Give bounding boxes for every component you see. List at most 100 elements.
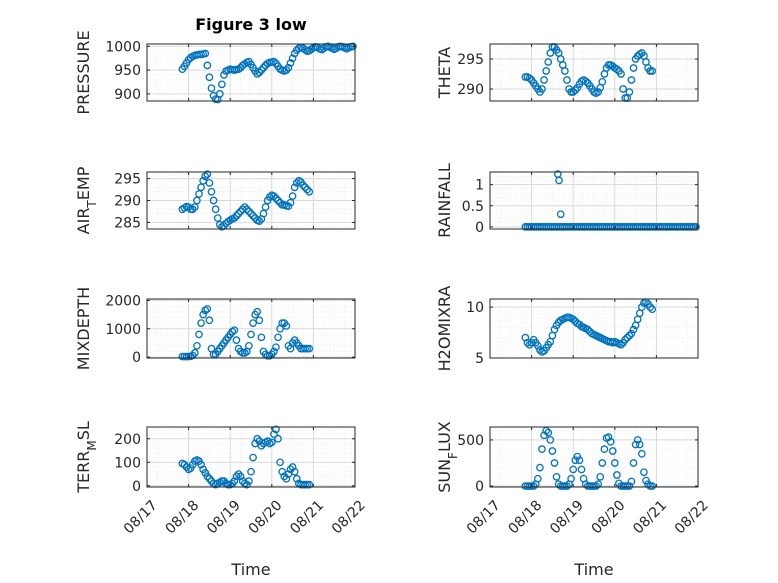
- data-point: [575, 456, 584, 465]
- data-point: [550, 325, 559, 334]
- data-point: [215, 90, 224, 98]
- panel-air-temp: 285 290 295 AIRTEMP: [74, 166, 356, 234]
- data-point: [259, 209, 268, 218]
- y-axis-label: H2OMIXRA: [435, 286, 454, 372]
- data-point: [286, 59, 295, 67]
- x-axis-label-right: Time: [573, 560, 613, 579]
- axes-box: [489, 298, 699, 359]
- data-point: [188, 205, 197, 214]
- data-point: [567, 474, 575, 483]
- data-point: [556, 210, 565, 219]
- minor-grid: [147, 44, 355, 101]
- data-point: [692, 223, 700, 231]
- minor-grid: [147, 299, 355, 358]
- axis-ticks: [489, 172, 699, 229]
- data-point: [197, 319, 205, 327]
- y-axis-label: THETA: [435, 47, 454, 99]
- y-tick-label: 285: [114, 215, 141, 231]
- y-tick-label: 200: [114, 432, 141, 448]
- data-point: [301, 183, 309, 192]
- data-point: [230, 214, 239, 222]
- data-point: [581, 77, 590, 86]
- data-point: [247, 209, 255, 218]
- data-point: [627, 76, 636, 84]
- data-series: [178, 170, 314, 231]
- data-point: [627, 329, 636, 338]
- data-point: [525, 74, 534, 83]
- data-point: [245, 341, 253, 350]
- data-point: [203, 170, 212, 179]
- data-point: [247, 467, 255, 476]
- axis-ticks: [489, 44, 699, 101]
- data-point: [193, 196, 201, 205]
- data-point: [201, 172, 210, 181]
- axis-ticks: [146, 172, 356, 229]
- data-point: [596, 472, 605, 481]
- data-series: [521, 298, 657, 356]
- axis-ticks: [146, 299, 356, 358]
- data-point: [240, 203, 249, 211]
- data-point: [552, 472, 561, 481]
- axis-ticks: [146, 44, 356, 101]
- axis-ticks: [489, 299, 699, 359]
- data-point: [642, 476, 650, 485]
- data-point: [255, 68, 264, 77]
- data-point: [629, 459, 638, 467]
- data-point: [583, 325, 592, 334]
- data-point: [629, 64, 638, 72]
- data-point: [267, 438, 276, 447]
- data-point: [220, 71, 228, 79]
- data-point: [203, 472, 212, 481]
- data-point: [600, 445, 609, 454]
- data-point: [613, 65, 621, 74]
- y-tick-label: 290: [457, 82, 484, 98]
- data-point: [598, 459, 607, 467]
- data-point: [637, 303, 646, 311]
- data-point: [635, 440, 644, 449]
- data-series: [521, 426, 657, 490]
- data-point: [272, 194, 280, 203]
- data-point: [544, 58, 553, 66]
- axes-box: [489, 43, 699, 102]
- data-point: [538, 445, 546, 454]
- y-tick-label: 0: [475, 479, 484, 495]
- data-point: [625, 331, 634, 340]
- y-tick-label: 0: [475, 220, 484, 236]
- data-point: [236, 63, 245, 72]
- data-point: [648, 482, 657, 490]
- panel-mixdepth: 0 1000 2000 MIXDEPTH: [74, 287, 356, 370]
- data-point: [242, 205, 251, 214]
- data-point: [263, 437, 272, 445]
- data-point: [218, 80, 226, 89]
- y-tick-label: 0: [132, 350, 141, 366]
- data-point: [625, 88, 634, 96]
- data-point: [255, 316, 264, 325]
- data-point: [253, 434, 262, 443]
- data-point: [633, 436, 642, 444]
- data-point: [546, 436, 555, 444]
- data-point: [629, 325, 638, 334]
- data-point: [205, 474, 214, 483]
- data-point: [533, 341, 542, 350]
- data-point: [637, 449, 646, 458]
- x-axis-label-left: Time: [230, 560, 270, 579]
- data-point: [201, 49, 210, 58]
- data-point: [245, 477, 253, 485]
- data-point: [284, 63, 293, 72]
- data-series: [521, 170, 700, 231]
- data-point: [538, 85, 546, 93]
- data-point: [648, 305, 657, 314]
- data-point: [230, 326, 239, 335]
- data-point: [257, 333, 266, 342]
- data-point: [232, 336, 241, 344]
- data-point: [569, 315, 578, 324]
- data-point: [604, 433, 613, 442]
- data-point: [610, 459, 619, 467]
- data-point: [303, 185, 312, 194]
- data-point: [542, 67, 551, 75]
- y-tick-label: 2000: [105, 293, 141, 309]
- data-point: [573, 452, 582, 461]
- minor-grid: [147, 427, 355, 487]
- data-point: [290, 183, 299, 192]
- axis-ticks: [146, 427, 356, 487]
